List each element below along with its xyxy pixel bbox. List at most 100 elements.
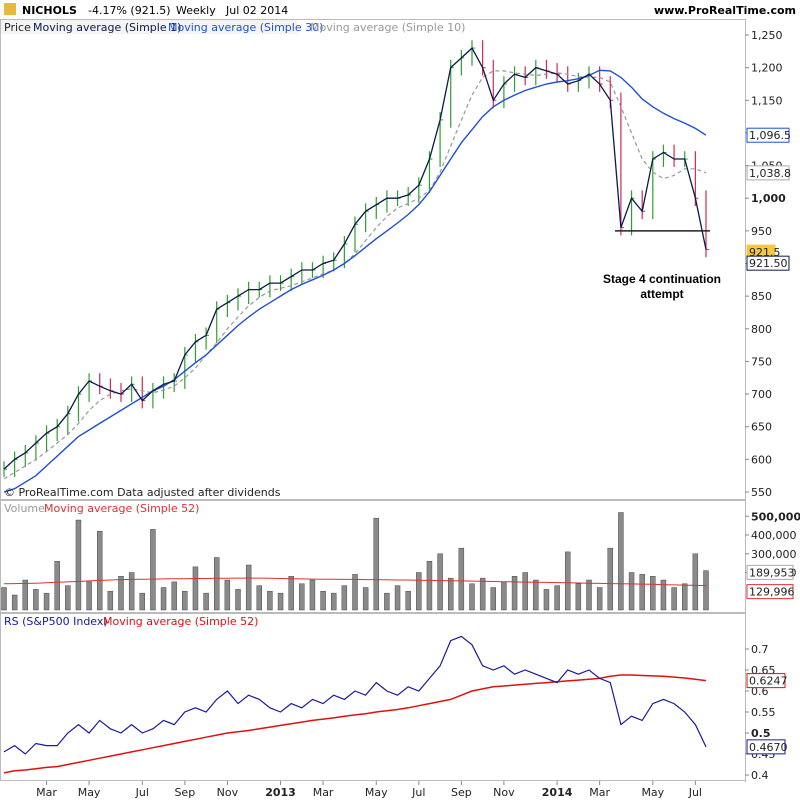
volume-bar: [309, 579, 316, 611]
volume-bar: [245, 564, 252, 611]
volume-bar: [692, 553, 699, 611]
volume-ytick-label: 300,000: [751, 548, 797, 561]
volume-bar: [405, 591, 411, 611]
volume-bar: [203, 592, 209, 611]
volume-bar: [320, 591, 326, 611]
x-tick-label: Sep: [451, 786, 472, 799]
source-note: © ProRealTime.com Data adjusted after di…: [4, 486, 281, 499]
volume-bar: [490, 587, 496, 611]
volume-bar: [160, 587, 167, 611]
price-last-value-box: [746, 165, 790, 181]
volume-last-value-box: [746, 564, 794, 580]
price-ytick-label: 700: [751, 388, 772, 401]
site-label[interactable]: www.ProRealTime.com: [654, 4, 796, 17]
volume-bar: [607, 547, 613, 611]
volume-bar: [586, 579, 592, 611]
volume-bar: [11, 594, 18, 611]
legend-ma30: Moving average (Simple 30): [168, 21, 323, 34]
price-ytick-label: 600: [751, 453, 772, 466]
volume-bar: [54, 561, 60, 611]
volume-bar: [458, 547, 465, 611]
price-last-value-label: 1,038.8: [749, 167, 791, 180]
volume-bar: [416, 572, 422, 611]
volume-bar: [660, 579, 667, 611]
volume-bar: [150, 529, 156, 611]
axes: 5506006507007508008509009501,0001,0501,1…: [36, 29, 800, 799]
volume-bar: [384, 592, 390, 611]
volume-bar: [703, 570, 709, 611]
volume-bar: [331, 592, 337, 611]
annotation-line-1: Stage 4 continuation: [603, 272, 721, 286]
x-tick-label: 2014: [542, 786, 573, 799]
price-ytick-label: 1,250: [751, 29, 783, 42]
x-tick-label: May: [641, 786, 664, 799]
legend-ma10: Moving average (Simple 10): [310, 21, 465, 34]
rs-last-value-label: 0.4670: [749, 741, 788, 754]
legend-volume: Volume: [4, 502, 45, 515]
volume-bar: [511, 576, 518, 611]
volume-last-value-label: 129,996: [749, 586, 795, 599]
volume-bar: [299, 583, 305, 611]
rs-legend: RS (S&P500 Index) Moving average (Simple…: [4, 615, 258, 628]
date-label: Jul 02 2014: [225, 4, 288, 17]
x-tick-label: Jul: [135, 786, 149, 799]
pin-icon[interactable]: [4, 3, 16, 15]
volume-bar: [341, 585, 348, 611]
volume-bar: [33, 589, 39, 611]
volume-bar: [107, 591, 114, 611]
x-tick-label: Jul: [411, 786, 425, 799]
price-ytick-label: 550: [751, 486, 772, 499]
rs-last-value-box: [746, 673, 786, 689]
legend-volume-ma: Moving average (Simple 52): [44, 502, 199, 515]
volume-bar: [267, 591, 273, 611]
rs-ytick-label: 0.7: [751, 643, 769, 656]
period-label: Weekly: [176, 4, 216, 17]
price-ytick-label: 1,150: [751, 94, 783, 107]
volume-legend: Volume Moving average (Simple 52): [4, 502, 199, 515]
price-ytick-label: 650: [751, 421, 772, 434]
volume-bar: [469, 583, 475, 611]
volume-bar: [214, 557, 220, 611]
symbol-label: NICHOLS: [22, 4, 77, 17]
volume-last-value-box: [746, 584, 794, 600]
price-ytick-label: 850: [751, 290, 772, 303]
volume-bar: [426, 561, 433, 611]
volume-bar: [501, 581, 507, 611]
x-tick-label: May: [78, 786, 101, 799]
volume-bar: [628, 572, 635, 611]
volume-bar: [256, 585, 262, 611]
rs-last-value-box: [746, 739, 786, 755]
volume-bar: [65, 585, 71, 611]
volume-bar: [437, 553, 443, 611]
rs-last-value-label: 0.6247: [749, 675, 788, 688]
volume-bar: [139, 592, 145, 611]
volume-bar: [86, 581, 92, 611]
volume-bar: [533, 579, 539, 611]
volume-bar: [171, 581, 177, 611]
volume-bar: [575, 583, 582, 611]
price-ytick-label: 1,200: [751, 62, 783, 75]
annotation-line-2: attempt: [640, 287, 683, 301]
volume-bar: [671, 587, 677, 611]
price-lines: [3, 47, 707, 493]
volume-bar: [128, 572, 135, 611]
x-tick-label: 2013: [265, 786, 296, 799]
rs-line: [3, 635, 707, 755]
volume-bar: [479, 577, 486, 611]
price-ytick-label: 950: [751, 225, 772, 238]
volume-bar: [362, 587, 369, 611]
volume-ytick-label: 400,000: [751, 529, 797, 542]
x-tick-label: Mar: [313, 786, 334, 799]
ma30-line: [3, 69, 707, 493]
x-tick-label: May: [365, 786, 388, 799]
volume-bar: [277, 592, 284, 611]
price-ytick-label: 750: [751, 355, 772, 368]
volume-bar: [596, 587, 603, 611]
volume-ma-line: [3, 577, 707, 587]
legend-rs: RS (S&P500 Index): [4, 615, 108, 628]
rs-ytick-label: 0.55: [751, 706, 776, 719]
rs-ma-line: [3, 674, 707, 774]
volume-bar: [543, 589, 550, 611]
volume-bar: [554, 585, 560, 611]
